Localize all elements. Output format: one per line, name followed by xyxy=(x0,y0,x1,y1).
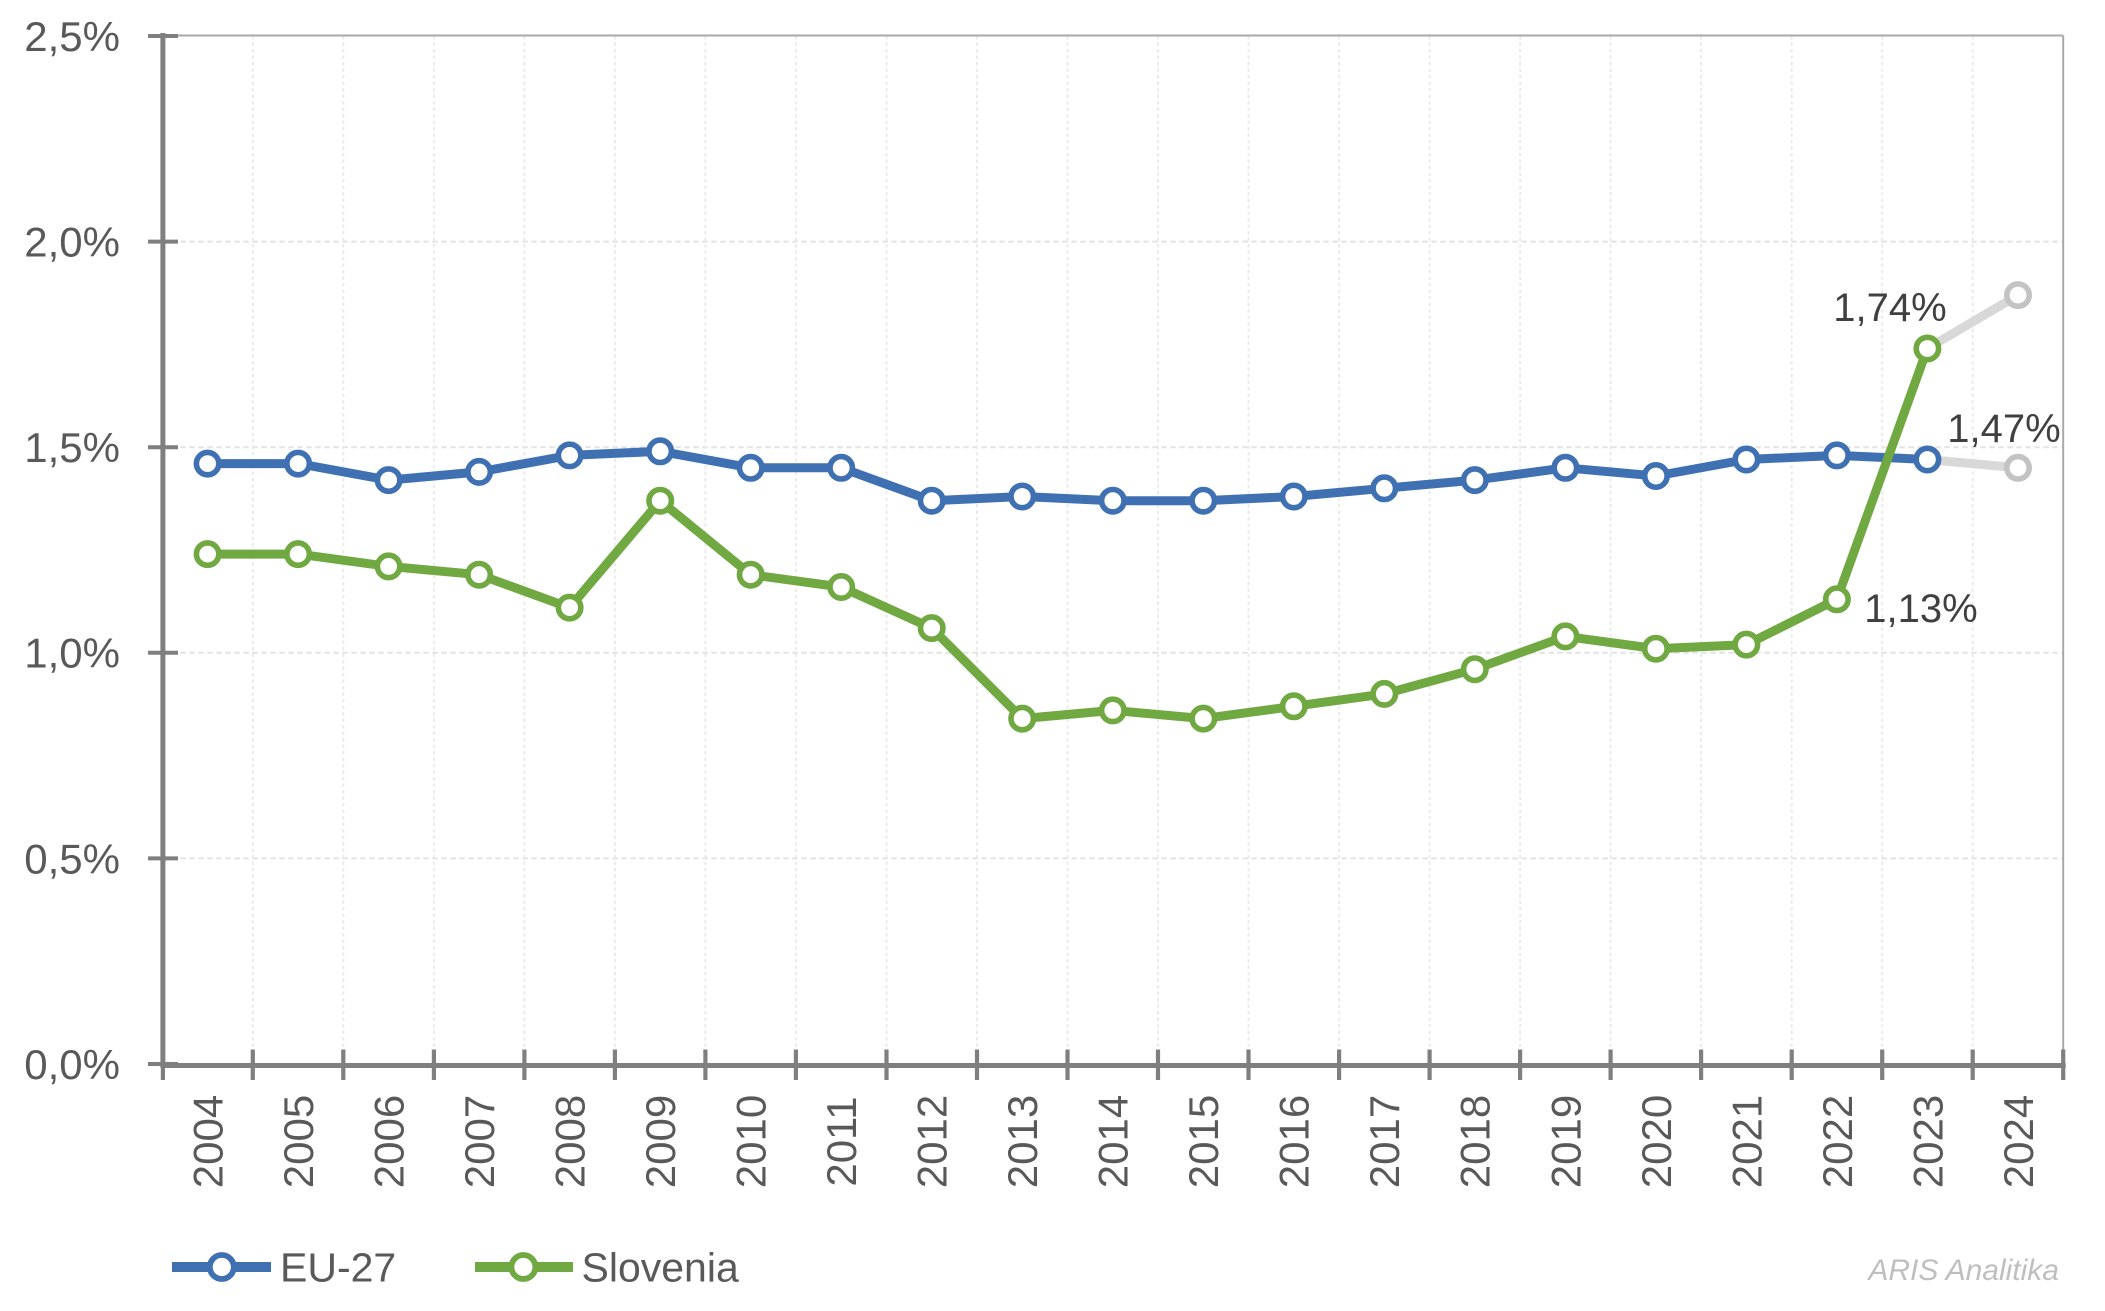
svg-text:2020: 2020 xyxy=(1633,1095,1680,1188)
svg-text:2,0%: 2,0% xyxy=(24,219,120,266)
svg-text:2023: 2023 xyxy=(1904,1095,1951,1188)
svg-text:2006: 2006 xyxy=(366,1095,413,1188)
svg-text:2007: 2007 xyxy=(456,1095,503,1188)
svg-text:1,74%: 1,74% xyxy=(1833,286,1946,330)
svg-text:2014: 2014 xyxy=(1090,1095,1137,1188)
svg-text:2,5%: 2,5% xyxy=(24,13,120,60)
svg-text:EU-27: EU-27 xyxy=(280,1245,396,1291)
svg-text:1,0%: 1,0% xyxy=(24,630,120,677)
svg-text:2010: 2010 xyxy=(728,1095,775,1188)
svg-text:0,5%: 0,5% xyxy=(24,835,120,882)
svg-text:2015: 2015 xyxy=(1180,1095,1227,1188)
svg-text:1,13%: 1,13% xyxy=(1864,587,1977,631)
svg-text:1,47%: 1,47% xyxy=(1947,407,2060,451)
svg-text:2004: 2004 xyxy=(185,1095,232,1188)
svg-text:2005: 2005 xyxy=(275,1095,322,1188)
svg-text:2009: 2009 xyxy=(637,1095,684,1188)
svg-text:2022: 2022 xyxy=(1814,1095,1861,1188)
svg-text:2018: 2018 xyxy=(1452,1095,1499,1188)
svg-text:1,5%: 1,5% xyxy=(24,424,120,471)
svg-text:2011: 2011 xyxy=(818,1096,865,1186)
svg-text:2008: 2008 xyxy=(547,1095,594,1188)
svg-text:2024: 2024 xyxy=(1995,1095,2042,1188)
svg-text:2021: 2021 xyxy=(1723,1095,1770,1188)
svg-text:2016: 2016 xyxy=(1271,1095,1318,1188)
svg-text:2019: 2019 xyxy=(1542,1095,1589,1188)
svg-text:0,0%: 0,0% xyxy=(24,1041,120,1088)
svg-text:2013: 2013 xyxy=(999,1095,1046,1188)
svg-text:2012: 2012 xyxy=(909,1095,956,1188)
svg-text:2017: 2017 xyxy=(1361,1095,1408,1188)
svg-text:Slovenia: Slovenia xyxy=(582,1245,739,1291)
svg-text:ARIS Analitika: ARIS Analitika xyxy=(1866,1254,2059,1287)
